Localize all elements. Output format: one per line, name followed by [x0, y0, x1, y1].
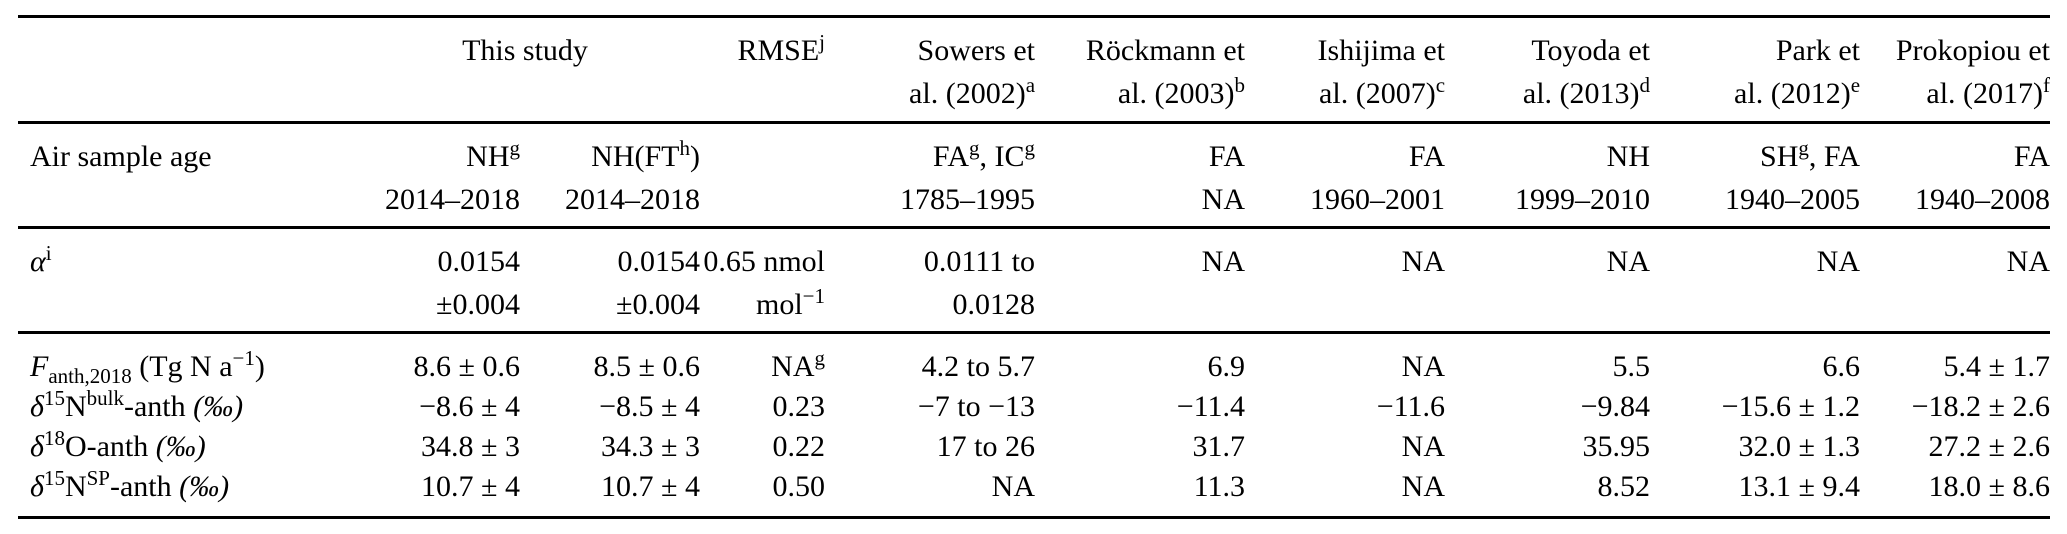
row-label-d18o: δ18O-anth (‰) — [30, 426, 206, 464]
table-cell: 6.6 — [1822, 350, 1861, 383]
table-cell: 31.7 — [1192, 430, 1246, 463]
table-cell: NA — [1401, 470, 1446, 503]
table-cell: −9.84 — [1580, 390, 1651, 423]
table-cell: 0.23 — [772, 390, 826, 423]
table-cell: 18.0 ± 8.6 — [1928, 470, 2051, 503]
table-cell: 0.0154 ±0.004 — [436, 245, 520, 321]
header-rmse: RMSEj — [737, 30, 826, 68]
table-cell: NA — [1401, 245, 1446, 278]
header-ref-ishijima: Ishijima et al. (2007)c — [1317, 34, 1446, 110]
table-cell: 34.3 ± 3 — [601, 430, 701, 463]
table-cell: NA — [1606, 245, 1651, 278]
table-cell: 8.5 ± 0.6 — [593, 350, 701, 383]
table-cell: 5.5 — [1612, 350, 1651, 383]
table-cell: NA — [1816, 245, 1861, 278]
table-cell: 0.0111 to 0.0128 — [923, 245, 1036, 321]
table-cell: −8.6 ± 4 — [419, 390, 520, 423]
table-cell: 11.3 — [1193, 470, 1246, 503]
table-cell: SHg, FA 1940–2005 — [1725, 136, 1861, 217]
table-cell: FAg, ICg 1785–1995 — [900, 136, 1036, 217]
table-cell: FA 1960–2001 — [1310, 140, 1446, 216]
table-cell: −8.5 ± 4 — [599, 390, 701, 423]
row-label-air-sample-age: Air sample age — [30, 140, 212, 173]
table-cell: 32.0 ± 1.3 — [1738, 430, 1861, 463]
table-cell: NAg — [771, 346, 826, 384]
row-air-sample-age: Air sample age NHg 2014–2018 NH(FTh) 2014–… — [18, 123, 2050, 228]
table-wrapper: This study RMSEj Sowers et al. (2002)a Rö… — [18, 15, 2051, 519]
header-ref-rockmann: Röckmann et al. (2003)b — [1085, 34, 1246, 110]
header-ref-park: Park et al. (2012)e — [1734, 34, 1861, 110]
table-cell: 10.7 ± 4 — [421, 470, 520, 503]
header-ref-toyoda: Toyoda et al. (2013)d — [1522, 34, 1651, 110]
table-cell: 27.2 ± 2.6 — [1928, 430, 2051, 463]
table-cell: 35.95 — [1582, 430, 1651, 463]
table-cell: −18.2 ± 2.6 — [1911, 390, 2051, 423]
row-d15n-sp: δ15NSP-anth (‰) 10.7 ± 4 10.7 ± 4 0.50 N… — [18, 467, 2050, 518]
table-cell: −15.6 ± 1.2 — [1721, 390, 1861, 423]
results-table: This study RMSEj Sowers et al. (2002)a Rö… — [18, 15, 2051, 519]
table-cell: −11.6 — [1376, 390, 1446, 423]
row-label-f-anth: Fanth,2018 (Tg N a−1) — [30, 346, 265, 388]
table-cell: 8.52 — [1597, 470, 1651, 503]
row-alpha: αi 0.0154 ±0.004 0.0154 ±0.004 0.65 nmol mo… — [18, 228, 2050, 333]
table-cell: NA — [1401, 350, 1446, 383]
table-cell: 0.50 — [772, 470, 826, 503]
table-cell — [700, 123, 825, 228]
table-cell: NHg 2014–2018 — [385, 136, 520, 217]
header-ref-prokopiou: Prokopiou et al. (2017)f — [1895, 34, 2051, 110]
row-label-d15n-sp: δ15NSP-anth (‰) — [30, 466, 230, 504]
table-cell: −7 to −13 — [917, 390, 1036, 423]
table-cell: NA — [991, 470, 1036, 503]
row-f-anth: Fanth,2018 (Tg N a−1) 8.6 ± 0.6 8.5 ± 0.… — [18, 333, 2050, 388]
row-label-d15n-bulk: δ15Nbulk-anth (‰) — [30, 386, 244, 424]
table-cell: NA — [1401, 430, 1446, 463]
header-empty-cell — [18, 17, 350, 123]
table-cell: NH(FTh) 2014–2018 — [565, 136, 701, 217]
table-cell: 0.0154 ±0.004 — [616, 245, 701, 321]
header-row: This study RMSEj Sowers et al. (2002)a Rö… — [18, 17, 2050, 123]
header-ref-sowers: Sowers et al. (2002)a — [909, 34, 1036, 110]
section-air-sample-age: Air sample age NHg 2014–2018 NH(FTh) 2014–… — [18, 122, 2051, 228]
section-alpha: αi 0.0154 ±0.004 0.0154 ±0.004 0.65 nmol mo… — [18, 227, 2051, 333]
table-cell: FA NA — [1201, 140, 1246, 216]
table-cell: NA — [1201, 245, 1246, 278]
table-cell: 0.22 — [772, 430, 826, 463]
table-cell: 4.2 to 5.7 — [921, 350, 1036, 383]
table-cell: 13.1 ± 9.4 — [1738, 470, 1861, 503]
header-this-study: This study — [462, 34, 588, 67]
table-cell: 6.9 — [1207, 350, 1246, 383]
table-cell: 0.65 nmol mol−1 — [703, 245, 826, 321]
table-cell: 34.8 ± 3 — [421, 430, 520, 463]
table-cell: 8.6 ± 0.6 — [413, 350, 520, 383]
row-d15n-bulk: δ15Nbulk-anth (‰) −8.6 ± 4 −8.5 ± 4 0.23… — [18, 387, 2050, 427]
row-label-alpha: αi — [30, 241, 52, 279]
table-cell: NA — [2006, 245, 2051, 278]
table-cell: 10.7 ± 4 — [601, 470, 701, 503]
row-d18o: δ18O-anth (‰) 34.8 ± 3 34.3 ± 3 0.22 17 … — [18, 427, 2050, 467]
section-anthropogenic-values: Fanth,2018 (Tg N a−1) 8.6 ± 0.6 8.5 ± 0.… — [18, 332, 2051, 518]
table-cell: NH 1999–2010 — [1515, 140, 1651, 216]
table-cell: 17 to 26 — [936, 430, 1036, 463]
table-header: This study RMSEj Sowers et al. (2002)a Rö… — [18, 17, 2050, 123]
table-cell: 5.4 ± 1.7 — [1943, 350, 2051, 383]
table-cell: FA 1940–2008 — [1915, 140, 2051, 216]
table-cell: −11.4 — [1176, 390, 1246, 423]
